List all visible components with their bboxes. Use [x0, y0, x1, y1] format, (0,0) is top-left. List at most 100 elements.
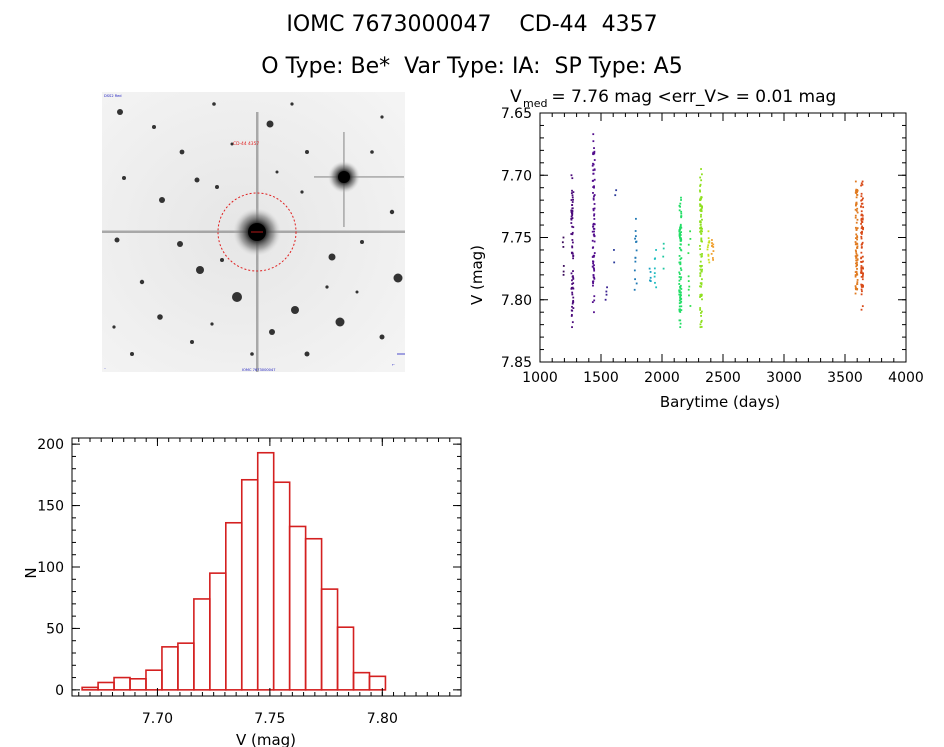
lc-point — [592, 274, 595, 276]
lc-point — [592, 163, 595, 166]
lc-title-subscript: med — [523, 97, 547, 110]
bright-star-core — [338, 171, 350, 183]
lc-ytick-label: 7.80 — [501, 293, 532, 309]
lc-point — [700, 312, 702, 314]
lc-point — [711, 257, 714, 259]
lc-point — [700, 205, 703, 207]
hist-bar — [177, 642, 195, 691]
lc-point — [860, 284, 863, 287]
hist-ytick-label: 150 — [37, 499, 64, 515]
lc-point — [707, 253, 710, 256]
lc-point — [571, 305, 573, 308]
lc-point — [604, 298, 607, 301]
lc-point — [861, 278, 864, 281]
lc-point — [699, 272, 702, 275]
lc-point — [679, 267, 682, 270]
lc-point — [701, 206, 703, 209]
lc-point — [862, 197, 864, 200]
compass-arrows — [397, 353, 405, 355]
lc-point — [653, 272, 656, 275]
lc-point — [679, 227, 681, 229]
lc-point — [615, 189, 618, 192]
lc-point — [700, 179, 703, 182]
hist-bar — [81, 686, 99, 691]
lc-point — [678, 291, 681, 294]
lc-point — [701, 298, 703, 301]
hist-bar — [225, 521, 243, 691]
lc-point — [635, 217, 637, 220]
lc-point — [700, 198, 702, 200]
lc-point — [593, 230, 595, 233]
lc-point — [860, 184, 862, 187]
lc-point — [860, 199, 863, 202]
lc-point — [854, 275, 857, 278]
lc-point — [699, 205, 702, 207]
lc-point — [591, 239, 594, 242]
lc-point — [571, 207, 574, 210]
lc-point — [856, 267, 858, 270]
lc-point — [856, 246, 858, 249]
lc-point — [862, 272, 865, 275]
lc-point — [707, 230, 710, 233]
lc-point — [861, 225, 863, 228]
hist-xtick-label: 7.75 — [254, 711, 285, 727]
lc-point — [679, 258, 682, 261]
lc-point — [856, 211, 859, 214]
lc-point — [571, 217, 574, 220]
lc-point — [700, 270, 703, 273]
lc-point — [571, 204, 574, 206]
lc-point — [593, 207, 596, 210]
lc-point — [700, 314, 702, 317]
lc-point — [680, 291, 682, 294]
lc-point — [862, 228, 864, 231]
lc-point — [854, 274, 857, 277]
lc-point — [678, 209, 681, 212]
lc-point — [855, 262, 857, 265]
sky-image: DSS2 Red CD-44 4357 IOMC 7673000047 ← .. — [102, 92, 405, 372]
lc-point — [680, 298, 683, 300]
lc-point — [700, 285, 702, 288]
lc-point — [654, 281, 656, 284]
lc-point — [593, 268, 595, 270]
lc-point — [699, 294, 702, 296]
lc-point — [861, 202, 864, 205]
hist-bar — [113, 676, 131, 691]
lc-point — [679, 322, 682, 325]
hist-bar — [193, 598, 211, 691]
lc-point — [711, 239, 713, 241]
lc-point — [593, 233, 595, 236]
lc-point — [680, 196, 682, 199]
lc-point — [572, 282, 575, 285]
lc-point — [860, 265, 863, 267]
lc-point — [605, 290, 608, 293]
lc-point — [679, 225, 682, 228]
lc-point — [570, 174, 573, 177]
lc-point — [860, 243, 863, 246]
lc-point — [572, 296, 575, 299]
lc-point — [634, 278, 636, 281]
lc-point — [861, 231, 863, 234]
lc-xtick-label: 4000 — [888, 370, 924, 386]
lc-point — [699, 199, 702, 202]
lc-point — [571, 246, 574, 249]
lc-point — [699, 268, 702, 271]
lc-point — [699, 282, 702, 285]
lc-point — [662, 267, 665, 270]
lc-point — [571, 302, 574, 305]
lc-point — [592, 172, 595, 175]
lc-point — [699, 203, 701, 206]
lc-point — [613, 261, 616, 264]
lc-point — [571, 279, 573, 282]
lc-point — [701, 173, 703, 176]
lc-point — [862, 267, 864, 270]
lc-point — [700, 196, 703, 199]
lc-title-prefix: V — [510, 87, 522, 107]
lc-point — [856, 281, 859, 283]
lc-point — [855, 192, 858, 194]
lc-point — [687, 243, 690, 246]
lc-point — [572, 226, 575, 229]
lc-point — [655, 249, 657, 251]
lc-point — [701, 264, 703, 267]
lc-point — [570, 215, 573, 218]
lc-point — [593, 194, 596, 196]
